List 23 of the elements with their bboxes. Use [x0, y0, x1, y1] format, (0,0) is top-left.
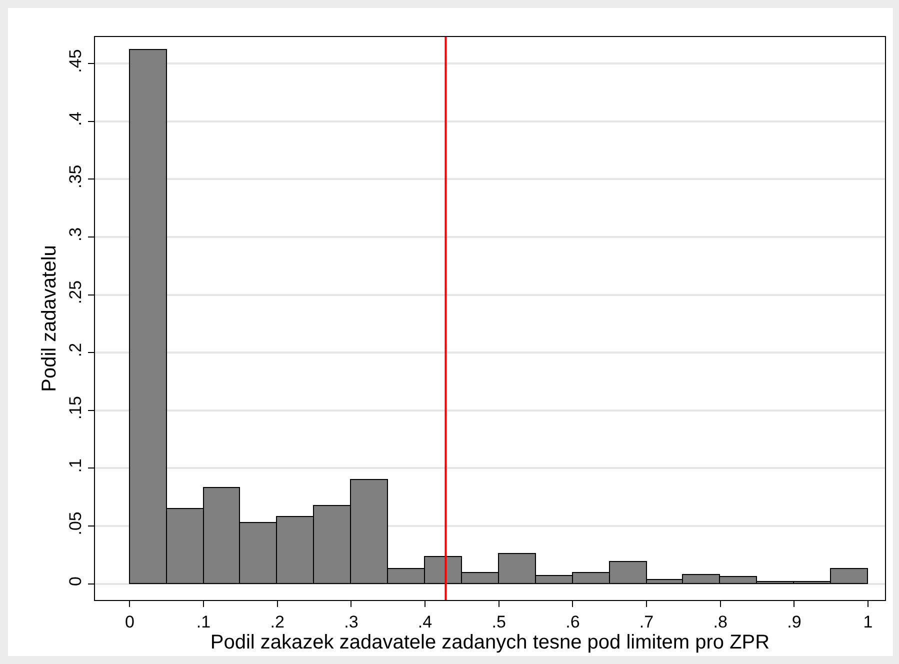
y-tick-label: .05: [66, 512, 86, 536]
y-tick-label: .3: [66, 227, 86, 242]
x-tick-label: .2: [270, 612, 284, 632]
x-axis-title: Podil zakazek zadavatele zadanych tesne pod limitem pro ZPR: [210, 631, 770, 654]
y-tick-label: .4: [66, 112, 86, 126]
y-tick-label: .1: [66, 458, 86, 473]
x-tick-label: .9: [787, 612, 802, 632]
y-tick-label: .35: [66, 164, 86, 188]
y-tick-label: 0: [66, 576, 86, 586]
x-tick-label: .5: [492, 612, 506, 632]
y-tick-label: .45: [66, 49, 86, 73]
y-tick-label: .25: [66, 280, 86, 304]
y-tick-label: .15: [66, 396, 86, 420]
x-tick-label: .3: [344, 612, 358, 632]
y-axis-title: Podil zadavatelu: [38, 245, 61, 392]
x-tick-label: .8: [713, 612, 728, 632]
x-tick-label: 0: [124, 612, 134, 632]
y-tick-label: .2: [66, 342, 86, 358]
x-tick-label: .4: [418, 612, 432, 632]
x-tick-label: .7: [639, 612, 654, 632]
x-tick-label: .1: [196, 612, 211, 632]
x-tick-label: 1: [863, 612, 873, 632]
x-tick-label: .6: [566, 612, 580, 632]
